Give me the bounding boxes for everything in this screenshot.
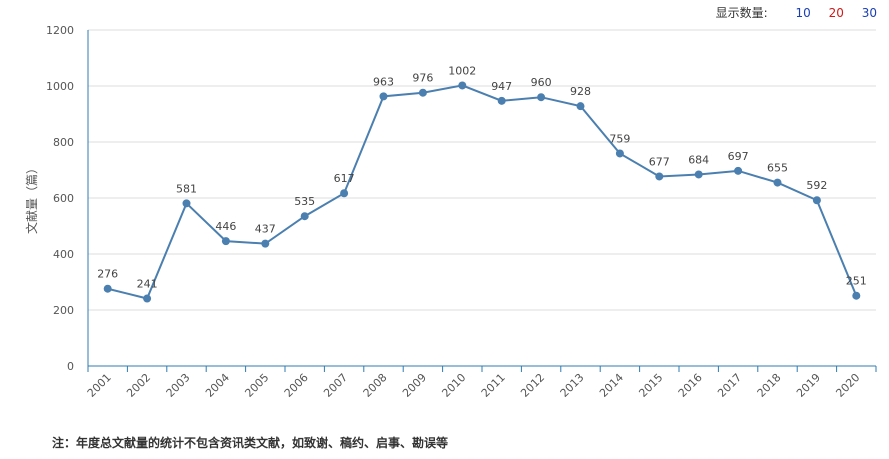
x-tick-label: 2009 <box>400 371 429 400</box>
y-tick-label: 1200 <box>46 24 74 37</box>
x-tick-label: 2011 <box>479 371 508 400</box>
y-tick-label: 600 <box>53 192 74 205</box>
data-point <box>734 166 743 175</box>
count-option-20[interactable]: 20 <box>828 6 844 20</box>
x-tick-label: 2006 <box>282 371 311 400</box>
data-point <box>418 88 427 97</box>
data-point <box>221 237 230 246</box>
x-tick-label: 2008 <box>361 371 390 400</box>
data-point <box>773 178 782 187</box>
data-point <box>615 149 624 158</box>
data-label: 241 <box>137 278 158 291</box>
data-point <box>261 239 270 248</box>
data-point <box>497 96 506 105</box>
data-label: 581 <box>176 182 197 195</box>
data-label: 592 <box>806 179 827 192</box>
x-tick-label: 2019 <box>794 371 823 400</box>
data-label: 437 <box>255 223 276 236</box>
data-point <box>694 170 703 179</box>
data-point <box>340 189 349 198</box>
data-label: 960 <box>531 76 552 89</box>
display-count-label: 显示数量: <box>715 6 768 20</box>
x-tick-label: 2005 <box>242 371 271 400</box>
data-label: 697 <box>728 150 749 163</box>
data-point <box>379 92 388 101</box>
x-tick-label: 2003 <box>164 371 193 400</box>
x-tick-label: 2020 <box>833 371 862 400</box>
y-tick-label: 400 <box>53 248 74 261</box>
footnote: 注：年度总文献量的统计不包含资讯类文献，如致谢、稿约、启事、勘误等 <box>52 436 449 450</box>
data-label: 963 <box>373 75 394 88</box>
data-point <box>300 212 309 221</box>
data-label: 684 <box>688 153 709 166</box>
y-tick-label: 0 <box>67 360 74 373</box>
y-tick-label: 800 <box>53 136 74 149</box>
data-point <box>576 102 585 111</box>
series-line <box>107 84 858 300</box>
x-tick-label: 2014 <box>597 371 626 400</box>
data-point <box>655 172 664 181</box>
x-tick-label: 2007 <box>321 371 350 400</box>
x-tick-label: 2016 <box>676 371 705 400</box>
data-point <box>812 196 821 205</box>
data-label: 617 <box>334 172 355 185</box>
count-option-30[interactable]: 30 <box>861 6 877 20</box>
data-label: 677 <box>649 155 670 168</box>
data-label: 446 <box>215 220 236 233</box>
data-label: 276 <box>97 268 118 281</box>
count-option-10[interactable]: 10 <box>795 6 811 20</box>
data-label: 947 <box>491 80 512 93</box>
data-label: 535 <box>294 195 315 208</box>
x-tick-label: 2004 <box>203 371 232 400</box>
display-count-selector: 显示数量: 10 20 30 <box>716 4 877 21</box>
data-label: 759 <box>609 132 630 145</box>
y-axis-label: 文献量（篇） <box>24 162 39 234</box>
data-label: 976 <box>412 72 433 85</box>
data-point <box>103 284 112 293</box>
data-point <box>852 291 861 300</box>
data-label: 251 <box>846 275 867 288</box>
data-point <box>458 81 467 90</box>
x-tick-label: 2017 <box>715 371 744 400</box>
x-tick-label: 2015 <box>636 371 665 400</box>
x-tick-label: 2013 <box>558 371 587 400</box>
data-point <box>182 199 191 208</box>
data-label: 655 <box>767 162 788 175</box>
data-label: 928 <box>570 85 591 98</box>
data-label: 1002 <box>448 64 476 77</box>
x-tick-label: 2002 <box>124 371 153 400</box>
data-point <box>143 294 152 303</box>
y-tick-label: 200 <box>53 304 74 317</box>
x-tick-label: 2018 <box>755 371 784 400</box>
x-tick-label: 2012 <box>518 371 547 400</box>
x-tick-label: 2010 <box>439 371 468 400</box>
y-tick-label: 1000 <box>46 80 74 93</box>
data-point <box>537 93 546 102</box>
x-tick-label: 2001 <box>85 371 114 400</box>
line-chart: 文献量（篇） 0 200 400 600 800 1000 1200 2001 2002 2003… <box>24 24 877 400</box>
